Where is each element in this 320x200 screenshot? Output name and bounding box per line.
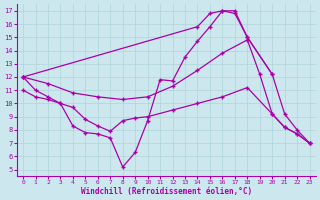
X-axis label: Windchill (Refroidissement éolien,°C): Windchill (Refroidissement éolien,°C) <box>81 187 252 196</box>
